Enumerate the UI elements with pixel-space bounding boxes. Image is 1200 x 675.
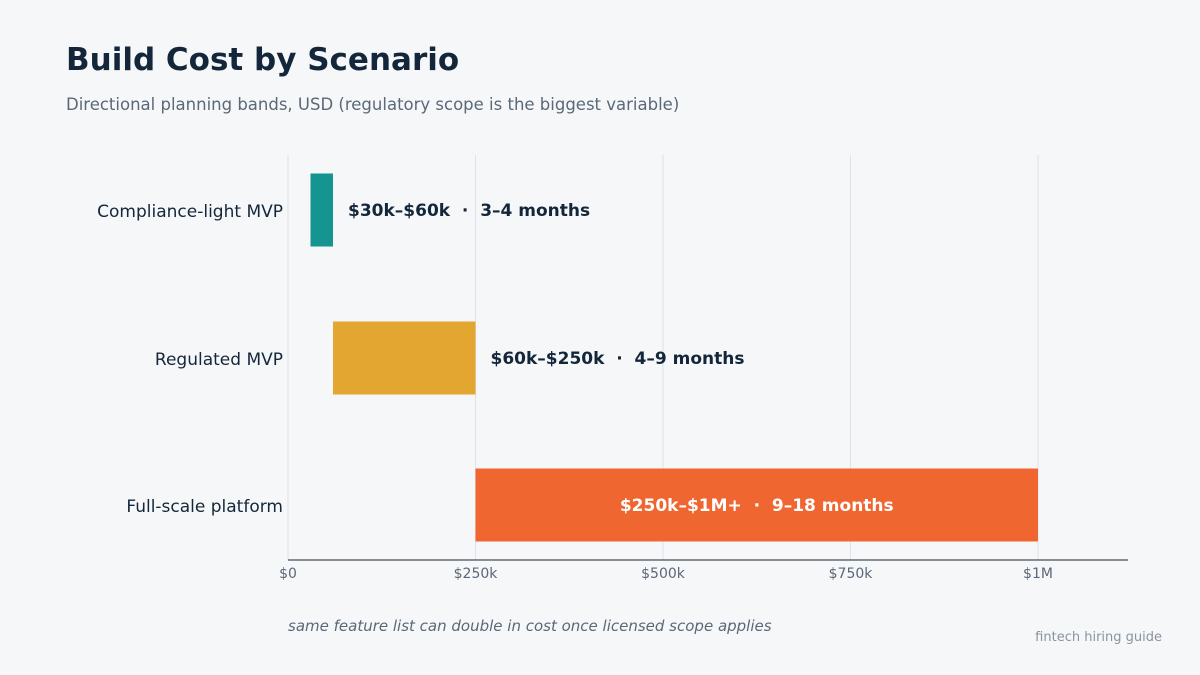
bar xyxy=(475,468,1038,542)
x-axis-ticks: $0 $250k $500k $750k $1M xyxy=(279,566,1053,582)
category-label: Regulated MVP xyxy=(155,350,283,370)
bar xyxy=(310,173,333,247)
x-tick-label: $1M xyxy=(1023,566,1053,582)
bar-value-label: $60k–$250k · 4–9 months xyxy=(491,349,745,369)
category-label: Compliance-light MVP xyxy=(97,202,283,222)
x-tick-label: $500k xyxy=(641,566,686,582)
chart-subtitle: Directional planning bands, USD (regulat… xyxy=(66,95,680,114)
source-label: fintech hiring guide xyxy=(1035,630,1162,645)
bar-value-label: $250k–$1M+ · 9–18 months xyxy=(620,496,894,516)
x-tick-label: $250k xyxy=(454,566,499,582)
x-tick-label: $0 xyxy=(279,566,297,582)
bars xyxy=(310,173,1038,542)
footnote: same feature list can double in cost onc… xyxy=(288,617,772,635)
x-tick-label: $750k xyxy=(829,566,874,582)
chart-title: Build Cost by Scenario xyxy=(66,42,460,78)
category-label: Full-scale platform xyxy=(126,497,283,517)
bar xyxy=(333,321,476,395)
category-labels: Compliance-light MVP Regulated MVP Full-sc… xyxy=(97,202,283,517)
bar-value-label: $30k–$60k · 3–4 months xyxy=(348,201,590,221)
bar-labels: $30k–$60k · 3–4 months $60k–$250k · 4–9 m… xyxy=(348,201,894,516)
